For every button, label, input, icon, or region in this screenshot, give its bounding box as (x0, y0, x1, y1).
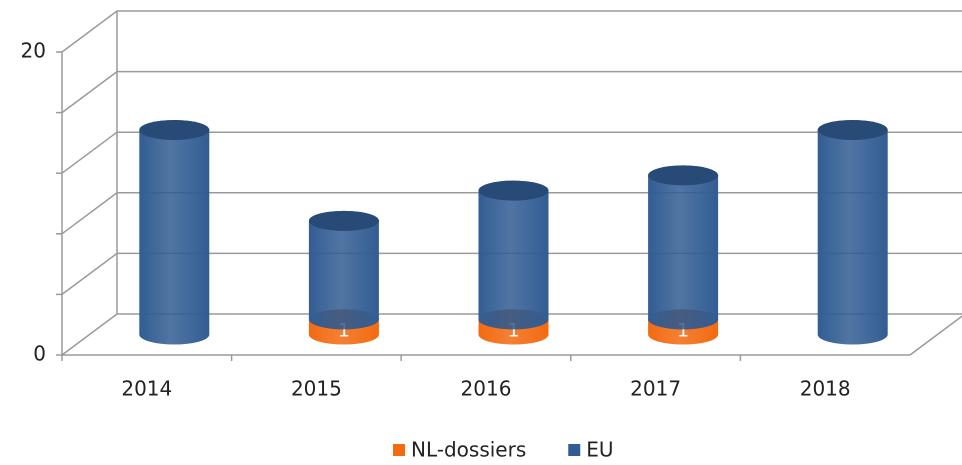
x-tick-label: 2016 (461, 377, 512, 401)
cylinder-top (648, 165, 719, 186)
x-tick-label: 2017 (630, 377, 681, 401)
cylinder-top (478, 180, 549, 201)
legend-label: EU (586, 438, 613, 462)
x-tick-label: 2014 (121, 377, 172, 401)
legend-swatch (568, 444, 581, 456)
cylinder-segment (648, 165, 719, 330)
legend-swatch (393, 444, 405, 456)
y-tick-label: 20 (21, 39, 46, 63)
cylinder-segment (308, 210, 379, 330)
cylinder-top (817, 119, 888, 140)
cylinder-top (308, 210, 379, 231)
cylinder-segment (817, 119, 888, 345)
legend-label: NL-dossiers (411, 438, 526, 462)
cylinder-segment (478, 180, 549, 330)
cylinder-top (139, 119, 210, 140)
y-tick-label: 0 (33, 342, 46, 366)
x-tick-label: 2018 (800, 377, 851, 401)
grid-line (61, 70, 962, 114)
x-tick-label: 2015 (291, 377, 342, 401)
cylinder-segment (139, 119, 210, 345)
grid-line (61, 10, 962, 53)
